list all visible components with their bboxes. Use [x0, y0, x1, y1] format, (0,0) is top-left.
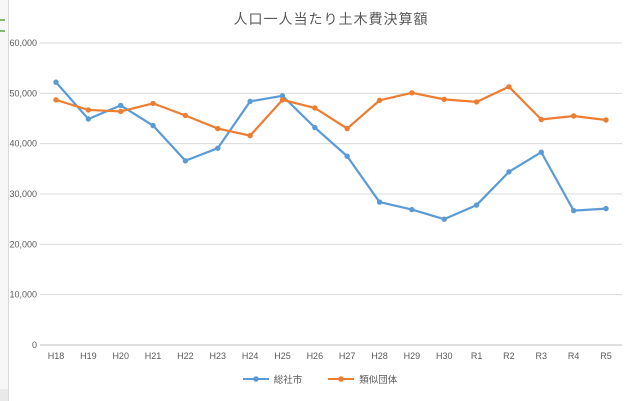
data-point-marker [85, 116, 92, 122]
data-point-marker [441, 216, 447, 222]
chart-title: 人口一人当たり土木費決算額 [233, 11, 429, 27]
data-point-marker [344, 153, 350, 159]
x-tick-label: H21 [145, 351, 162, 361]
x-axis-labels: H18 H19 H20 H21 H22 H23 H24 H25 H26 H27 H28 H29 H30 R… [48, 351, 612, 361]
data-point-marker [247, 98, 253, 105]
x-tick-label: H20 [112, 351, 129, 361]
y-tick-label: 40,000 [9, 139, 37, 149]
data-point-marker [473, 99, 480, 105]
x-tick-label: R4 [568, 351, 580, 361]
x-tick-label: H22 [177, 351, 194, 361]
x-tick-label: H26 [307, 351, 324, 361]
legend-marker-ruijidantai-icon [328, 376, 355, 382]
legend-item-sojashi: 総社市 [242, 372, 303, 386]
data-point-marker [570, 113, 577, 119]
y-tick-label: 50,000 [9, 88, 37, 98]
x-tick-label: R3 [536, 351, 548, 361]
x-tick-label: H25 [274, 351, 291, 361]
data-point-marker [506, 84, 512, 90]
data-point-marker [376, 199, 383, 205]
data-point-marker [118, 102, 124, 109]
data-point-marker [247, 132, 253, 139]
data-point-marker [312, 105, 318, 111]
data-point-marker [344, 125, 350, 132]
series-line-sojashi [53, 79, 609, 222]
series-line-ruijidantai [53, 84, 609, 139]
data-point-marker [441, 96, 447, 103]
data-point-marker [279, 97, 286, 103]
x-tick-label: R2 [503, 351, 515, 361]
data-point-marker [182, 158, 189, 164]
y-axis-labels: 0 10,000 20,000 30,000 40,000 50,000 60,000 [9, 38, 37, 350]
x-tick-label: H27 [339, 351, 356, 361]
spreadsheet-edge-artifact [0, 0, 9, 401]
legend-item-ruijidantai: 類似団体 [328, 372, 397, 386]
gridlines [40, 42, 622, 346]
data-point-marker [538, 149, 544, 155]
sheet-tick-mark [0, 19, 5, 21]
y-tick-label: 0 [32, 340, 37, 350]
data-point-marker [603, 205, 609, 212]
data-point-marker [473, 202, 480, 208]
x-tick-label: R5 [600, 351, 612, 361]
y-tick-label: 20,000 [9, 239, 37, 249]
data-point-marker [215, 125, 221, 132]
data-point-marker [312, 124, 318, 131]
y-tick-label: 10,000 [9, 290, 37, 300]
x-tick-label: R1 [471, 351, 483, 361]
legend-marker-sojashi-icon [242, 376, 269, 382]
data-point-marker [603, 117, 609, 123]
data-point-marker [279, 93, 286, 99]
data-point-marker [53, 79, 59, 85]
data-point-marker [53, 97, 59, 103]
legend-label-sojashi: 総社市 [273, 375, 303, 386]
x-tick-label: H24 [242, 351, 259, 361]
data-point-marker [182, 112, 189, 119]
data-point-marker [538, 116, 544, 123]
y-tick-label: 30,000 [9, 189, 37, 199]
data-point-marker [85, 107, 92, 113]
data-point-marker [570, 207, 577, 214]
x-tick-label: H23 [210, 351, 227, 361]
data-point-marker [376, 97, 383, 104]
data-point-marker [409, 206, 415, 213]
sheet-corner-shade [0, 389, 8, 401]
x-tick-label: H19 [80, 351, 97, 361]
data-point-marker [118, 108, 124, 115]
legend: 総社市 類似団体 [0, 369, 640, 389]
legend-label-ruijidantai: 類似団体 [359, 375, 398, 386]
sheet-tick-mark [0, 30, 5, 32]
x-tick-label: H18 [48, 351, 65, 361]
data-point-marker [215, 145, 221, 151]
series-path [54, 81, 608, 221]
data-point-marker [506, 169, 512, 175]
series-path [54, 85, 608, 137]
x-tick-label: H29 [404, 351, 421, 361]
x-tick-label: H28 [371, 351, 388, 361]
data-point-marker [150, 122, 156, 129]
data-point-marker [150, 100, 156, 107]
y-tick-label: 60,000 [9, 38, 37, 48]
x-tick-label: H30 [436, 351, 453, 361]
data-point-marker [409, 90, 415, 96]
